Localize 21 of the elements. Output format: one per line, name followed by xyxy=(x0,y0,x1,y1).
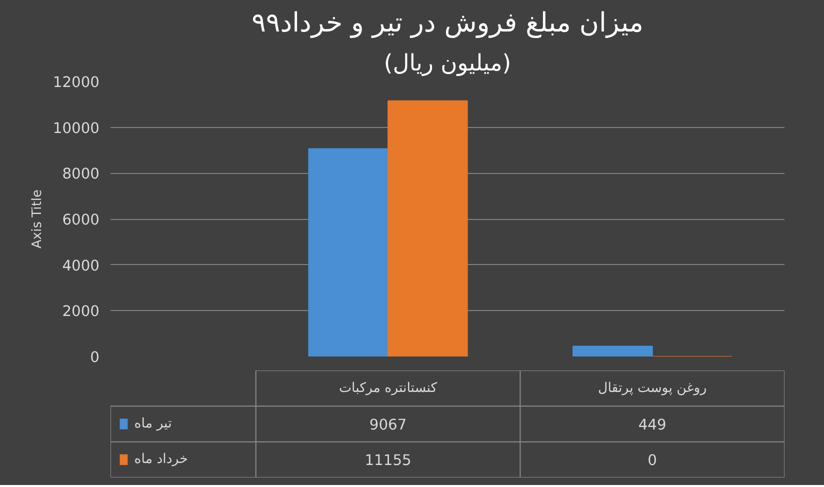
y-tick-label: 6000 xyxy=(62,212,100,228)
legend-label: خرداد ماه xyxy=(134,452,188,468)
y-tick-label: 2000 xyxy=(62,303,100,320)
y-tick-label: 8000 xyxy=(62,166,100,183)
data-label: 0 xyxy=(648,452,658,470)
bar xyxy=(572,346,653,356)
y-tick-label: 12000 xyxy=(52,74,100,91)
data-label: 449 xyxy=(638,416,666,434)
chart-subtitle: (میلیون ریال) xyxy=(384,50,512,76)
x-tick-label: کنستانتره مرکبات xyxy=(338,380,438,396)
x-tick-label: روغن پوست پرتقال xyxy=(598,380,707,396)
bar xyxy=(308,148,389,356)
y-tick-label: 4000 xyxy=(62,257,100,274)
data-label: 11155 xyxy=(364,452,412,470)
y-tick-label: 10000 xyxy=(52,120,100,137)
y-axis-title: Axis Title xyxy=(30,190,45,248)
chart-title: میزان مبلغ فروش در تیر و خرداد۹۹ xyxy=(252,8,644,38)
bar xyxy=(388,100,468,356)
legend-label: تیر ماه xyxy=(134,416,172,432)
data-label: 9067 xyxy=(369,416,407,434)
y-tick-label: 0 xyxy=(90,349,100,366)
